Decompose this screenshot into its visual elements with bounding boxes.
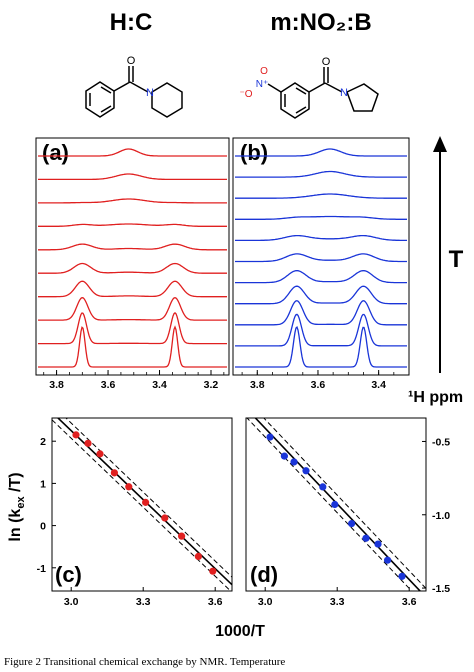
panel-d-y-tick-label: -0.5 xyxy=(432,436,450,448)
panel-d-data-point xyxy=(398,572,406,580)
panel-c-x-tick-label: 3.0 xyxy=(64,596,79,608)
panel-d-x-tick-label: 3.3 xyxy=(330,596,345,608)
panel-c-data-point xyxy=(72,431,80,439)
panel-c-frame xyxy=(51,417,233,592)
panel-a-x-tick-label: 3.6 xyxy=(101,379,116,391)
panel-a-spectrum-4 xyxy=(38,223,227,227)
panel-a-spectrum-7 xyxy=(38,280,227,298)
panel-b-x-tick-label: 3.6 xyxy=(311,379,326,391)
panel-d-data-point xyxy=(319,483,327,491)
nitro-group: N⁺ xyxy=(256,79,269,90)
panel-a-x-tick-label: 3.2 xyxy=(204,379,219,391)
panel-a-spectrum-1 xyxy=(38,148,227,157)
panel-d-data-point xyxy=(374,540,382,548)
panel-a-spectrum-2 xyxy=(38,173,227,181)
panel-c-x-tick-label: 3.3 xyxy=(136,596,151,608)
panel-d-label: (d) xyxy=(250,562,278,587)
panel-c-data-point xyxy=(142,498,150,506)
panel-c-y-tick-label: 1 xyxy=(40,478,46,490)
panel-d-fit-upper-bound xyxy=(263,418,426,589)
panel-d-data-point xyxy=(302,467,310,475)
left-compound-label: H:C xyxy=(110,9,153,36)
panel-d-data-point xyxy=(266,433,274,441)
panel-a-spectrum-9 xyxy=(38,312,227,345)
panel-a-x-tick-label: 3.4 xyxy=(152,379,167,391)
panel-b-spectrum-6 xyxy=(235,253,407,263)
panel-a-spectrum-5 xyxy=(38,243,227,251)
panel-b-x-ticks: 3.8 3.6 3.4 xyxy=(241,370,410,391)
y-axis-label: ln (kex /T) xyxy=(7,472,27,541)
panel-b-spectrum-7 xyxy=(235,270,407,284)
panel-d-data-point xyxy=(362,534,370,542)
right-molecule-o-atom: O xyxy=(322,56,331,68)
panel-d-y-tick-label: -1.5 xyxy=(432,583,450,595)
panel-c-fit-line xyxy=(56,418,232,586)
panel-b-spectrum-9 xyxy=(235,300,407,326)
panel-b-spectrum-2 xyxy=(235,170,407,178)
panel-d-frame xyxy=(245,417,427,592)
panel-a-frame xyxy=(35,137,230,376)
right-compound-label: m:NO₂:B xyxy=(270,9,371,36)
panel-c-fit-lower-bound xyxy=(52,419,232,591)
temperature-arrow xyxy=(433,136,447,373)
panel-d-data-point xyxy=(290,458,298,466)
panel-c-data-point xyxy=(194,552,202,561)
panel-b-spectrum-3 xyxy=(235,193,407,199)
panel-b-x-tick-label: 3.4 xyxy=(371,379,386,391)
nitro-o-upper: O xyxy=(260,66,268,77)
panel-c-data-point xyxy=(110,469,118,477)
panel-b-x-tick-label: 3.8 xyxy=(250,379,265,391)
panel-c-y-tick-label: 2 xyxy=(40,436,46,448)
panel-a-spectrum-3 xyxy=(38,198,227,204)
panel-c-data-point xyxy=(178,532,186,540)
panel-a-label: (a) xyxy=(42,140,69,165)
panel-d-data-point xyxy=(331,500,339,509)
panel-c-data-point xyxy=(125,483,133,491)
panel-c-label: (c) xyxy=(55,562,82,587)
nitro-o-minus: ⁻O xyxy=(239,89,252,100)
panel-c-y-tick-label: 0 xyxy=(40,521,46,533)
panel-d-plot: 3.0 3.3 3.6 -0.5 -1.0 -1.5 xyxy=(246,418,450,608)
panel-d-y-tick-label: -1.0 xyxy=(432,510,450,522)
panel-c-plot: 3.0 3.3 3.6 2 1 0 -1 xyxy=(37,418,232,608)
panel-b-spectrum-11 xyxy=(235,325,407,368)
panel-a-spectrum-8 xyxy=(38,297,227,321)
panel-b-spectrum-10 xyxy=(235,313,407,347)
panel-b-spectrum-4 xyxy=(235,215,407,220)
panel-d-x-tick-label: 3.6 xyxy=(402,596,417,608)
panel-a-x-tick-label: 3.8 xyxy=(49,379,64,391)
panel-c-y-tick-label: -1 xyxy=(37,563,46,575)
panel-b-spectrum-1 xyxy=(235,148,407,157)
panel-b-spectrum-5 xyxy=(235,234,407,242)
temperature-label: T xyxy=(449,246,464,273)
panel-c-data-point xyxy=(84,439,92,447)
panel-b-label: (b) xyxy=(240,140,268,165)
panel-a-spectrum-10 xyxy=(38,325,227,368)
panel-c-data-point xyxy=(161,514,169,522)
panel-a-spectra xyxy=(38,148,227,368)
panel-d-data-point xyxy=(280,452,288,460)
panel-c-data-point xyxy=(209,567,217,575)
ppm-axis-label: ¹H ppm xyxy=(408,389,463,406)
panel-a-x-ticks: 3.8 3.6 3.4 3.2 xyxy=(43,370,225,391)
right-molecule-n-atom: N xyxy=(340,87,348,99)
panel-b-frame xyxy=(232,137,410,376)
panel-d-x-tick-label: 3.0 xyxy=(258,596,273,608)
left-molecule-o-atom: O xyxy=(127,55,136,67)
panel-c-x-tick-label: 3.6 xyxy=(208,596,223,608)
right-molecule-structure xyxy=(267,67,379,119)
panel-d-data-point xyxy=(348,519,356,528)
panel-c-fit-upper-bound xyxy=(65,418,232,578)
panel-b-spectrum-8 xyxy=(235,285,407,305)
figure-caption: Figure 2 Transitional chemical exchange … xyxy=(4,656,286,668)
panel-c-data-point xyxy=(96,450,104,458)
left-molecule-structure xyxy=(85,66,183,118)
left-molecule-n-atom: N xyxy=(146,87,154,99)
panel-d-data-point xyxy=(384,556,392,564)
x-axis-label: 1000/T xyxy=(215,623,265,640)
panel-b-spectra xyxy=(235,148,407,368)
panel-a-spectrum-6 xyxy=(38,262,227,274)
panel-d-fit-lower-bound xyxy=(246,418,413,591)
